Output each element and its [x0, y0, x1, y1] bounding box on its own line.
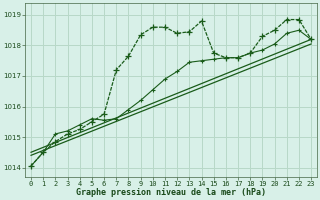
X-axis label: Graphe pression niveau de la mer (hPa): Graphe pression niveau de la mer (hPa) — [76, 188, 266, 197]
